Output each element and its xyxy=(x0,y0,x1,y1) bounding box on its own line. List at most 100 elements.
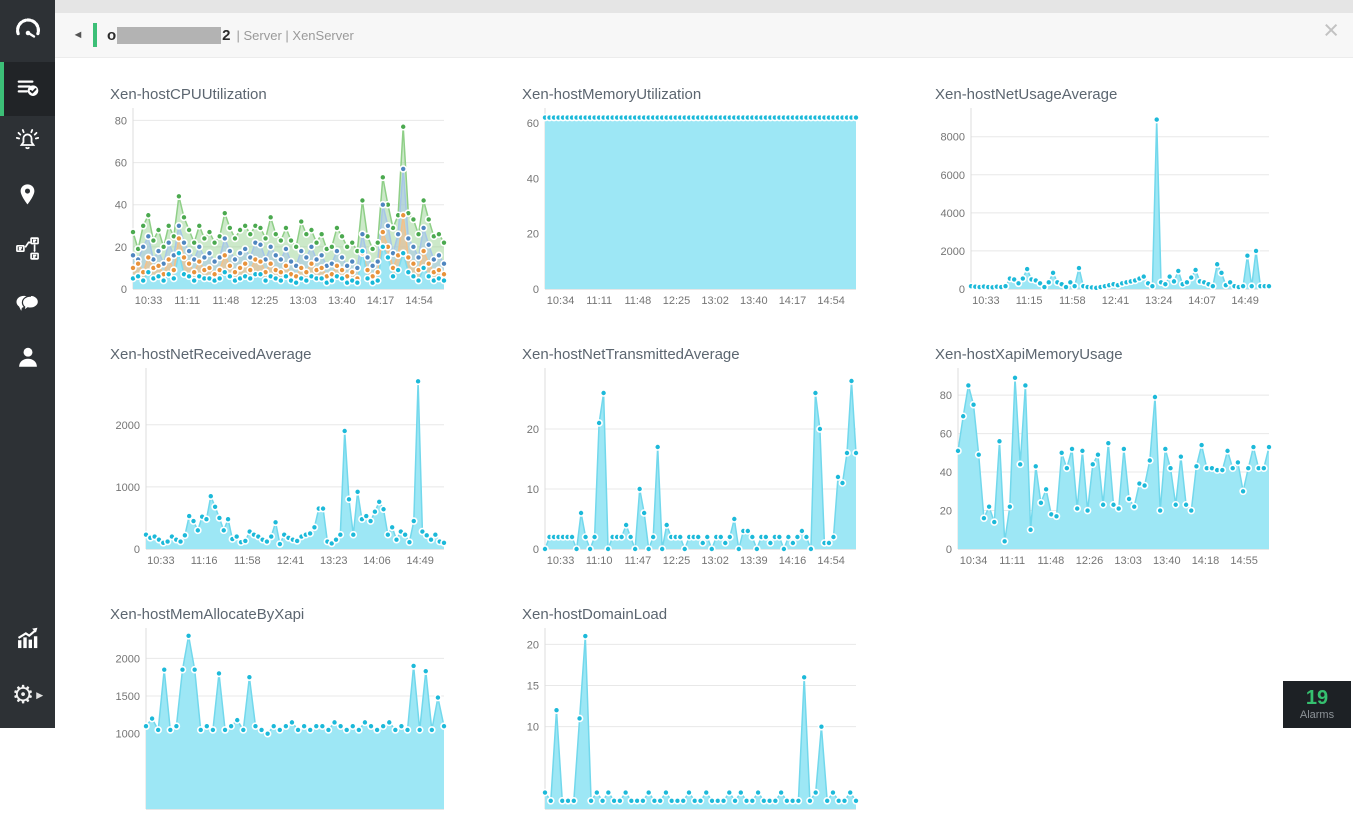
chart-card-net-received: Xen-hostNetReceivedAverage 0 1000 2000 10:3… xyxy=(110,345,448,569)
svg-text:40: 40 xyxy=(940,467,952,479)
svg-text:11:48: 11:48 xyxy=(212,295,239,307)
chart-canvas[interactable]: 0 10 20 10:33 11:10 11:47 12:25 13:02 13:39 14:16… xyxy=(522,364,860,569)
svg-text:1000: 1000 xyxy=(116,729,140,741)
svg-text:10:34: 10:34 xyxy=(960,555,988,567)
svg-text:13:39: 13:39 xyxy=(740,555,768,567)
svg-text:12:25: 12:25 xyxy=(663,295,691,307)
svg-text:11:11: 11:11 xyxy=(174,295,200,307)
close-button[interactable]: × xyxy=(1323,15,1339,45)
svg-text:40: 40 xyxy=(115,200,127,212)
svg-text:12:41: 12:41 xyxy=(1102,295,1130,307)
caret-right-icon: ▶ xyxy=(36,689,44,700)
svg-text:11:16: 11:16 xyxy=(191,555,218,567)
svg-text:0: 0 xyxy=(959,284,965,296)
svg-text:14:17: 14:17 xyxy=(779,295,807,307)
svg-text:12:26: 12:26 xyxy=(1076,555,1104,567)
svg-text:60: 60 xyxy=(115,158,127,170)
network-topology-icon xyxy=(14,235,41,267)
title-suffix: 2 xyxy=(222,26,231,44)
svg-text:1000: 1000 xyxy=(116,482,140,494)
sidebar-item-reports[interactable] xyxy=(0,614,55,668)
svg-text:14:07: 14:07 xyxy=(1188,295,1216,307)
chart-canvas[interactable]: 0 20 40 60 80 10:33 11:11 11:48 12:25 13:03 13:40 1… xyxy=(110,104,448,309)
xenserver-performance-page: { "colors": { "accent_green": "#3cbf77",… xyxy=(0,0,1353,810)
chart-canvas[interactable]: 0 2000 4000 6000 8000 10:33 11:15 11:58 12:41 13:… xyxy=(935,104,1273,309)
svg-text:20: 20 xyxy=(940,506,952,518)
chart-canvas[interactable]: 0 20 40 60 80 10:34 11:11 11:48 12:26 13:03 13:40 1… xyxy=(935,364,1273,569)
sidebar-item-inventory[interactable] xyxy=(0,62,55,116)
svg-text:14:16: 14:16 xyxy=(779,555,807,567)
chart-title: Xen-hostMemAllocateByXapi xyxy=(110,606,305,623)
svg-text:11:10: 11:10 xyxy=(586,555,613,567)
svg-text:0: 0 xyxy=(533,284,539,296)
app-logo[interactable] xyxy=(0,0,55,62)
sidebar-item-users[interactable] xyxy=(0,332,55,386)
svg-text:11:48: 11:48 xyxy=(1037,555,1064,567)
sidebar-item-maps[interactable] xyxy=(0,170,55,224)
chart-card-domain-load: Xen-hostDomainLoad 10 15 20 xyxy=(522,605,860,829)
chart-title: Xen-hostDomainLoad xyxy=(522,606,668,623)
svg-text:14:49: 14:49 xyxy=(1231,295,1259,307)
svg-text:13:24: 13:24 xyxy=(1145,295,1173,307)
svg-text:80: 80 xyxy=(940,390,952,402)
svg-text:10:33: 10:33 xyxy=(972,295,1000,307)
user-icon xyxy=(15,344,41,375)
sidebar-item-alarms[interactable] xyxy=(0,116,55,170)
svg-text:12:25: 12:25 xyxy=(251,295,279,307)
chart-canvas[interactable]: 0 20 40 60 10:34 11:11 11:48 12:25 13:02 13:40 14:… xyxy=(522,104,860,309)
chart-canvas[interactable]: 10 15 20 xyxy=(522,624,860,829)
svg-text:0: 0 xyxy=(121,284,127,296)
svg-text:14:55: 14:55 xyxy=(1230,555,1258,567)
chart-canvas[interactable]: 0 1000 2000 10:33 11:16 11:58 12:41 13:23 14:06 1… xyxy=(110,364,448,569)
svg-text:14:06: 14:06 xyxy=(363,555,391,567)
redacted-hostname xyxy=(117,26,222,44)
svg-text:20: 20 xyxy=(527,229,539,241)
svg-text:11:58: 11:58 xyxy=(234,555,261,567)
svg-text:15: 15 xyxy=(527,681,539,693)
alarm-label: Alarms xyxy=(1299,708,1335,721)
svg-text:10:33: 10:33 xyxy=(147,555,175,567)
alarms-badge[interactable]: 19 Alarms xyxy=(1283,681,1351,728)
svg-text:20: 20 xyxy=(527,424,539,436)
svg-text:11:11: 11:11 xyxy=(586,295,612,307)
sidebar-item-settings[interactable]: ⚙ ▶ xyxy=(0,668,55,722)
svg-text:10:34: 10:34 xyxy=(547,295,575,307)
page-title: o 2 | Server | XenServer xyxy=(107,26,354,44)
svg-text:10:33: 10:33 xyxy=(135,295,163,307)
svg-text:10:33: 10:33 xyxy=(547,555,575,567)
chart-card-mem-allocate: Xen-hostMemAllocateByXapi 1000 1500 2000 xyxy=(110,605,448,829)
svg-text:11:15: 11:15 xyxy=(1016,295,1043,307)
svg-text:13:40: 13:40 xyxy=(740,295,768,307)
chart-card-cpu-utilization: Xen-hostCPUUtilization 0 20 40 60 80 10:33 11:… xyxy=(110,85,448,309)
svg-text:60: 60 xyxy=(940,429,952,441)
svg-text:4000: 4000 xyxy=(941,208,965,220)
sidebar-item-chat[interactable] xyxy=(0,278,55,332)
breadcrumb: | Server | XenServer xyxy=(236,27,354,43)
chart-card-memory-utilization: Xen-hostMemoryUtilization 0 20 40 60 10:34 11… xyxy=(522,85,860,309)
svg-text:8000: 8000 xyxy=(941,132,965,144)
svg-text:11:48: 11:48 xyxy=(624,295,651,307)
svg-text:11:47: 11:47 xyxy=(624,555,651,567)
svg-text:12:41: 12:41 xyxy=(277,555,305,567)
svg-text:40: 40 xyxy=(527,173,539,185)
svg-text:14:49: 14:49 xyxy=(406,555,434,567)
svg-text:0: 0 xyxy=(533,544,539,556)
svg-text:14:54: 14:54 xyxy=(817,555,845,567)
svg-text:20: 20 xyxy=(115,242,127,254)
chart-trend-icon xyxy=(14,625,41,657)
svg-text:2000: 2000 xyxy=(941,246,965,258)
svg-text:13:23: 13:23 xyxy=(320,555,348,567)
chart-canvas[interactable]: 1000 1500 2000 xyxy=(110,624,448,829)
svg-text:13:02: 13:02 xyxy=(701,295,729,307)
svg-text:14:17: 14:17 xyxy=(367,295,395,307)
svg-text:11:11: 11:11 xyxy=(999,555,1025,567)
back-button[interactable]: ◄ xyxy=(72,29,84,41)
svg-text:0: 0 xyxy=(134,544,140,556)
sidebar-item-topology[interactable] xyxy=(0,224,55,278)
svg-text:0: 0 xyxy=(946,544,952,556)
svg-text:2000: 2000 xyxy=(116,653,140,665)
svg-text:14:54: 14:54 xyxy=(817,295,845,307)
sidebar-nav xyxy=(0,62,55,386)
chart-title: Xen-hostMemoryUtilization xyxy=(522,86,702,103)
svg-text:13:40: 13:40 xyxy=(1153,555,1181,567)
